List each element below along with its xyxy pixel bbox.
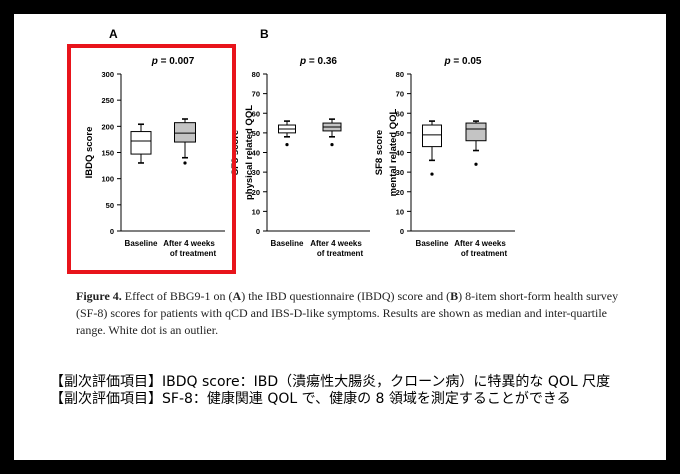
y-tick-label: 80 [396,70,404,79]
y-tick-label: 70 [252,90,260,99]
caption-text-1: Effect of BBG9-1 on ( [121,289,233,303]
category-label-after-line2: of treatment [170,249,217,258]
y-tick-label: 0 [256,227,260,236]
panel-label: B [260,27,269,41]
chart-0: 0 50 100 150 200 250 300 Ap = 0.007 IBDQ score Ba… [84,27,225,258]
y-tick-label: 10 [252,207,260,216]
highlight-frame [67,44,236,274]
p-value-label: p = 0.007 [151,56,195,67]
chart-2: 0 10 20 30 40 50 60 70 80 p = 0.05 SF8 score mental… [374,56,515,258]
y-tick-label: 150 [101,149,114,158]
panel-label: A [109,27,118,41]
y-tick-label: 80 [252,70,260,79]
y-axis-label: IBDQ score [84,127,95,179]
caption-bold-b: B [450,289,459,303]
y-tick-label: 10 [396,207,404,216]
outlier-point [285,143,289,147]
box-iqr [174,122,196,143]
y-tick-label: 20 [396,188,404,197]
y-tick-label: 30 [396,168,404,177]
y-tick-label: 40 [396,149,404,158]
category-label-after-line1: After 4 weeks [454,239,506,248]
p-value-label: p = 0.05 [444,56,482,67]
y-axis-label-line2: physical related QOL [244,105,255,200]
outlier-point [330,143,334,147]
category-label-after-line2: of treatment [461,249,508,258]
box-iqr [422,124,442,148]
y-tick-label: 0 [110,227,114,236]
y-tick-label: 50 [106,201,114,210]
outlier-point [430,172,434,176]
y-tick-label: 200 [101,122,114,131]
box-iqr [130,131,152,155]
y-tick-label: 100 [101,175,114,184]
y-tick-label: 50 [252,129,260,138]
caption-bold-a: A [232,289,242,303]
outlier-point [474,162,478,166]
p-value-label: p = 0.36 [299,56,337,67]
y-tick-label: 70 [396,90,404,99]
y-tick-label: 40 [252,149,260,158]
category-label-after-line1: After 4 weeks [310,239,362,248]
y-axis-label-line2: mental related QOL [388,108,399,196]
category-label-after-line1: After 4 weeks [163,239,215,248]
y-tick-label: 60 [252,109,260,118]
category-label-baseline: Baseline [416,239,449,248]
note-ibdq: 【副次評価項目】IBDQ score：IBD（潰瘍性大腸炎，クローン病）に特異的… [50,374,611,390]
y-tick-label: 0 [400,227,404,236]
caption-text-3: ) 8-item short-form health survey (SF-8)… [76,289,619,337]
figure-caption: Figure 4. Effect of BBG9-1 on (A) the IB… [76,288,636,339]
y-tick-label: 30 [252,168,260,177]
caption-label: Figure 4. [76,289,122,303]
endpoint-notes: 【副次評価項目】IBDQ score：IBD（潰瘍性大腸炎，クローン病）に特異的… [50,374,650,408]
box-iqr [465,122,487,142]
note-sf8: 【副次評価項目】SF-8：健康関連 QOL で、健康の 8 領域を測定することが… [50,391,571,407]
y-tick-label: 300 [101,70,114,79]
caption-text-2: ) the IBD questionnaire (IBDQ) score and… [241,289,451,303]
y-tick-label: 50 [396,129,404,138]
outlier-point [183,161,187,165]
category-label-baseline: Baseline [271,239,304,248]
y-tick-label: 20 [252,188,260,197]
category-label-after-line2: of treatment [317,249,364,258]
y-tick-label: 250 [101,96,114,105]
category-label-baseline: Baseline [125,239,158,248]
y-axis-label-line1: SF8 score [374,130,385,175]
y-tick-label: 60 [396,109,404,118]
